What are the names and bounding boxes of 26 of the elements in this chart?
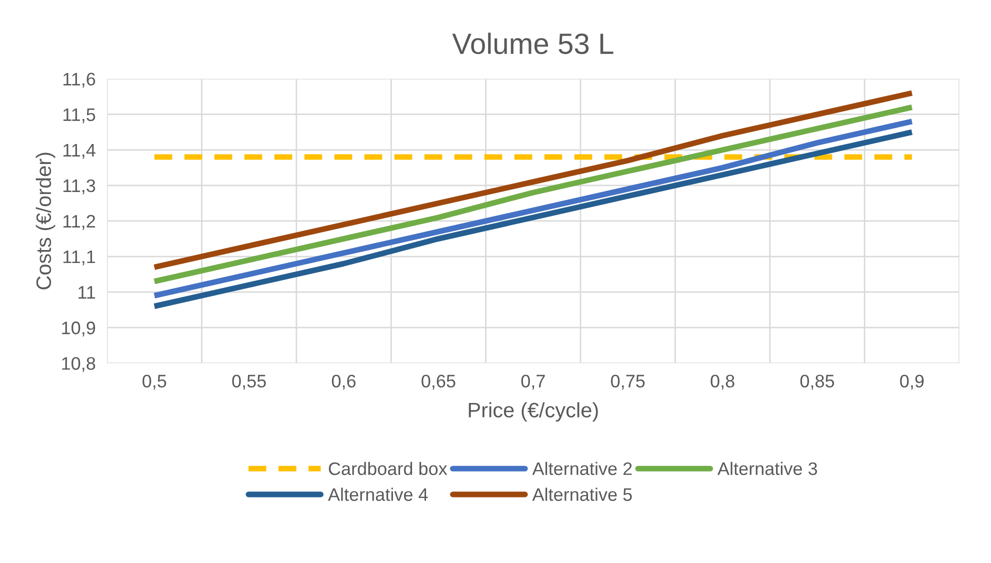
y-tick-label: 11,2: [63, 214, 96, 230]
legend-label: Alternative 2: [532, 462, 632, 476]
legend-label: Alternative 3: [717, 462, 818, 476]
x-tick-label: 0,85: [800, 374, 834, 390]
legend-label: Alternative 5: [532, 488, 632, 501]
y-axis-title: Costs (€/order): [36, 152, 56, 290]
y-tick-label: 11,6: [63, 72, 96, 88]
x-tick-label: 0,5: [142, 374, 166, 390]
x-axis-title: Price (€/cycle): [468, 402, 598, 422]
x-tick-label: 0,9: [900, 374, 924, 390]
y-tick-label: 10,8: [62, 357, 96, 372]
x-tick-label: 0,65: [422, 374, 456, 390]
y-tick-label: 11: [78, 286, 96, 299]
x-tick-label: 0,55: [232, 374, 266, 390]
y-tick-label: 11,5: [63, 108, 96, 124]
legend-label: Alternative 4: [328, 488, 428, 501]
x-tick-label: 0,8: [710, 374, 734, 390]
x-tick-label: 0,75: [610, 374, 645, 390]
x-tick-label: 0,7: [521, 374, 545, 390]
y-tick-label: 11,3: [63, 179, 96, 194]
y-tick-label: 10,9: [62, 322, 96, 336]
legend-label: Cardboard box: [328, 462, 448, 476]
x-tick-label: 0,6: [332, 374, 356, 390]
y-tick-label: 11,1: [63, 250, 96, 266]
chart-title: Volume 53 L: [452, 32, 614, 54]
y-tick-label: 11,4: [63, 144, 96, 159]
